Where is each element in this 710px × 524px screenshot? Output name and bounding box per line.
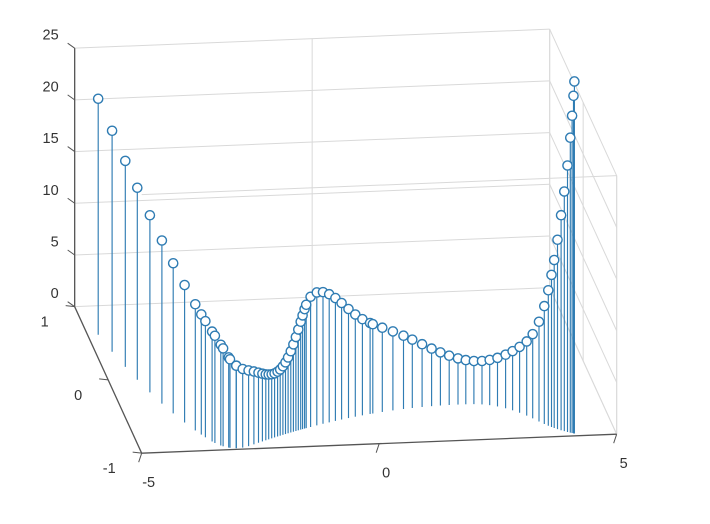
svg-text:15: 15 bbox=[43, 131, 59, 147]
svg-text:0: 0 bbox=[51, 286, 59, 302]
svg-text:10: 10 bbox=[43, 183, 59, 199]
svg-text:20: 20 bbox=[43, 79, 59, 95]
svg-text:5: 5 bbox=[51, 234, 59, 250]
svg-text:0: 0 bbox=[74, 388, 82, 404]
svg-text:1: 1 bbox=[41, 315, 49, 331]
svg-text:5: 5 bbox=[620, 456, 628, 472]
svg-text:-1: -1 bbox=[103, 461, 116, 477]
svg-text:-5: -5 bbox=[142, 475, 155, 491]
svg-text:25: 25 bbox=[43, 28, 59, 44]
svg-text:0: 0 bbox=[382, 466, 390, 482]
